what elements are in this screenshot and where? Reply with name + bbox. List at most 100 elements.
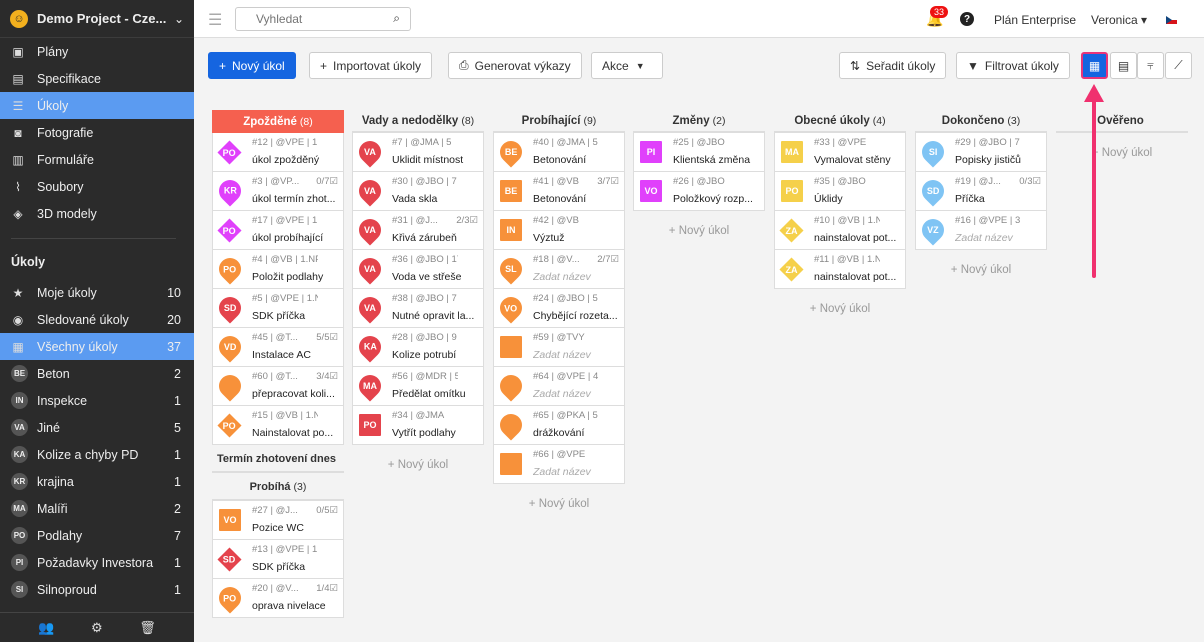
sidebar-item-sledovane-ukoly[interactable]: ◉ Sledované úkoly 20 [0,306,194,333]
czech-flag-icon[interactable] [1166,16,1177,24]
task-card[interactable]: VA #36 | @JBO | 17 Voda ve střeše [352,250,484,289]
task-meta: #66 | @VPE [533,449,586,460]
sidebar-item-count: 1 [174,393,181,408]
category-abbr: VA [364,225,376,235]
task-card[interactable]: VO #26 | @JBO Položkový rozp... [633,172,765,211]
task-card[interactable]: PO #15 | @VB | 1.NP ... Nainstalovat po... [212,406,344,445]
add-task-link[interactable]: + Nový úkol [950,264,1012,276]
calendar-view-button[interactable]: ▤ [1110,52,1137,79]
task-card[interactable]: #64 | @VPE | 4 Zadat název [493,367,625,406]
tasks-icon: ☰ [12,98,24,113]
gear-icon[interactable]: ⚙ [91,619,103,635]
sidebar-item-ukoly[interactable]: ☰ Úkoly [0,92,194,119]
sidebar-item-label: Podlahy [37,528,83,543]
category-abbr: MA [363,381,377,391]
task-card[interactable]: VO #24 | @JBO | 5 Chybějící rozeta... [493,289,625,328]
task-card[interactable]: PO #4 | @VB | 1.NP T... Položit podlahy [212,250,344,289]
add-task-link[interactable]: + Nový úkol [1091,147,1153,159]
sidebar-item-moje-ukoly[interactable]: ★ Moje úkoly 10 [0,279,194,306]
task-card[interactable]: PO #20 | @V... 1/4☑ oprava nivelace [212,579,344,618]
sidebar-item-specifikace[interactable]: ▤ Specifikace [0,65,194,92]
task-card[interactable]: VD #45 | @T... 5/5☑ Instalace AC [212,328,344,367]
trash-icon[interactable]: 🗑 [139,619,156,635]
top-bar: ☰ ⌕ 🔔 33 ? Plán Enterprise Veronica ▾ [194,0,1204,38]
sidebar-item-3d-modely[interactable]: ◈ 3D modely [0,200,194,227]
users-icon[interactable]: 👥 [38,619,55,635]
generate-reports-button[interactable]: ⎙ Generovat výkazy [448,52,582,79]
task-marker-icon: VO [495,292,527,324]
task-card[interactable]: #59 | @TVY Zadat název [493,328,625,367]
task-card[interactable]: BE #41 | @VB 3/7☑ Betonování [493,172,625,211]
add-task-link[interactable]: + Nový úkol [387,459,449,471]
task-card[interactable]: VA #30 | @JBO | 7 Vada skla [352,172,484,211]
task-card[interactable]: ZA #10 | @VB | 1.NP... nainstalovat pot... [774,211,906,250]
task-card[interactable]: KA #28 | @JBO | 9 Kolize potrubí [352,328,484,367]
task-marker-icon [495,370,527,402]
task-card[interactable]: KR #3 | @VP... 0/7☑ úkol termín zhot... [212,172,344,211]
project-selector[interactable]: ☺ Demo Project - Cze... ⌄ [0,0,194,38]
task-card[interactable]: MA #56 | @MDR | 5 Předělat omítku [352,367,484,406]
sidebar-item-jine[interactable]: VA Jiné 5 [0,414,194,441]
task-card[interactable]: PI #25 | @JBO Klientská změna [633,133,765,172]
actions-dropdown[interactable]: Akce ▼ [591,52,663,79]
import-tasks-button[interactable]: + Importovat úkoly [309,52,433,79]
add-task-link[interactable]: + Nový úkol [809,303,871,315]
task-card[interactable]: MA #33 | @VPE Vymalovat stěny [774,133,906,172]
sidebar-item-krajina[interactable]: KR krajina 1 [0,468,194,495]
task-card[interactable]: SD #19 | @J... 0/3☑ Příčka [915,172,1047,211]
plan-link[interactable]: Plán Enterprise [994,13,1077,27]
chart-view-button[interactable]: ⟋ [1165,52,1192,79]
task-card[interactable]: VA #7 | @JMA | 5 Uklidit místnost [352,133,484,172]
new-task-button[interactable]: + Nový úkol [208,52,296,79]
category-abbr: PO [785,186,799,196]
help-icon[interactable]: ? [960,12,974,26]
sidebar-item-vsechny-ukoly[interactable]: ▦ Všechny úkoly 37 [0,333,194,360]
user-menu[interactable]: Veronica ▾ [1091,13,1148,27]
task-card[interactable]: #66 | @VPE Zadat název [493,445,625,484]
forms-icon: ▥ [12,152,24,167]
task-card[interactable]: IN #42 | @VB Výztuž [493,211,625,250]
task-card[interactable]: #60 | @T... 3/4☑ přepracovat koli... [212,367,344,406]
search-input[interactable] [236,8,376,30]
sidebar-item-inspekce[interactable]: IN Inspekce 1 [0,387,194,414]
hamburger-icon[interactable]: ☰ [208,12,223,29]
sidebar-item-silnoproud[interactable]: SI Silnoproud 1 [0,576,194,603]
task-card[interactable]: SD #5 | @VPE | 1.NP ... SDK příčka [212,289,344,328]
task-title: Betonování [533,193,587,205]
search-icon[interactable]: ⌕ [393,11,400,25]
sidebar-item-podlahy[interactable]: PO Podlahy 7 [0,522,194,549]
add-task-link[interactable]: + Nový úkol [528,498,590,510]
search-box[interactable]: ⌕ [235,7,411,31]
task-card[interactable]: VA #38 | @JBO | 7 Nutné opravit la... [352,289,484,328]
sidebar-item-fotografie[interactable]: ◙ Fotografie [0,119,194,146]
sidebar-item-plany[interactable]: ▣ Plány [0,38,194,65]
board-view-button[interactable]: ▦ [1081,52,1108,79]
filter-tasks-button[interactable]: ▼ Filtrovat úkoly [956,52,1070,79]
task-card[interactable]: SL #18 | @V... 2/7☑ Zadat název [493,250,625,289]
sidebar-item-maliri[interactable]: MA Malíři 2 [0,495,194,522]
task-card[interactable]: BE #40 | @JMA | 5 Betonování [493,133,625,172]
sidebar-item-pozadavky-investora[interactable]: PI Požadavky Investora 1 [0,549,194,576]
gantt-view-button[interactable]: ⫧ [1137,52,1164,79]
task-card[interactable]: SD #13 | @VPE | 1.N... SDK příčka [212,540,344,579]
calendar-icon: ▤ [1117,58,1130,73]
sort-tasks-button[interactable]: ⇅ Seřadit úkoly [839,52,947,79]
task-card[interactable]: VZ #16 | @VPE | 3.N... Zadat název [915,211,1047,250]
sidebar-item-kolize-a-chyby-pd[interactable]: KA Kolize a chyby PD 1 [0,441,194,468]
sidebar-item-beton[interactable]: BE Beton 2 [0,360,194,387]
add-task-link[interactable]: + Nový úkol [668,225,730,237]
trend-icon: ⟋ [1174,58,1183,72]
task-card[interactable]: PO #17 | @VPE | 1.N... úkol probíhající [212,211,344,250]
sidebar-item-soubory[interactable]: ⌇ Soubory [0,173,194,200]
task-card[interactable]: #65 | @PKA | 5 drážkování [493,406,625,445]
checklist-progress: 0/5☑ [316,505,338,516]
task-card[interactable]: VA #31 | @J... 2/3☑ Křivá zárubeň [352,211,484,250]
task-card[interactable]: SI #29 | @JBO | 7 Popisky jističů [915,133,1047,172]
task-card[interactable]: PO #12 | @VPE | 1.N... úkol zpožděný [212,133,344,172]
task-card[interactable]: ZA #11 | @VB | 1.NP ... nainstalovat pot..… [774,250,906,289]
task-card[interactable]: PO #34 | @JMA Vytřít podlahy [352,406,484,445]
task-card[interactable]: PO #35 | @JBO Úklidy [774,172,906,211]
sidebar-item-formulare[interactable]: ▥ Formuláře [0,146,194,173]
task-card[interactable]: VO #27 | @J... 0/5☑ Pozice WC [212,501,344,540]
task-title: Zadat název [955,232,1013,244]
